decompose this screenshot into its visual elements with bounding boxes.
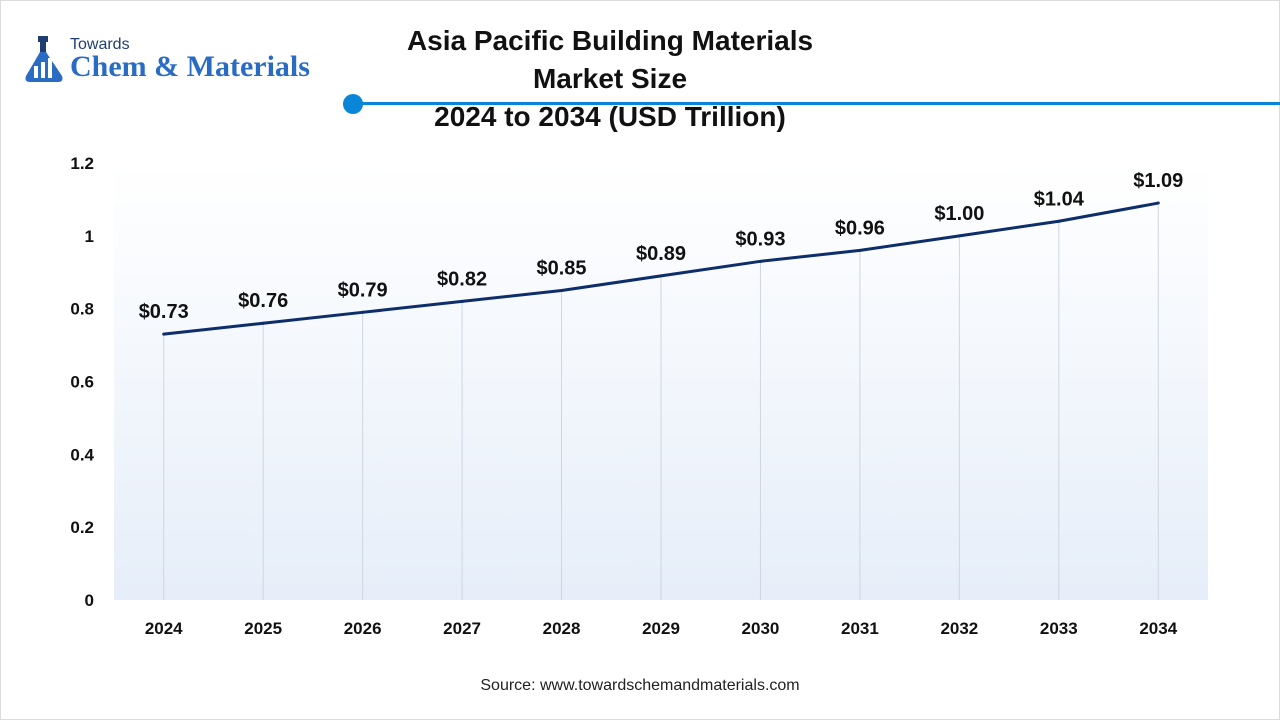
x-tick-label: 2029 (642, 619, 680, 638)
y-tick-label: 1 (85, 227, 94, 246)
data-point (560, 288, 564, 292)
logo-big-text: Chem & Materials (70, 50, 310, 83)
chart-title-line2: 2024 to 2034 (USD Trillion) (434, 101, 786, 132)
y-tick-label: 0.6 (70, 373, 94, 392)
y-tick-label: 1.2 (70, 154, 94, 173)
flask-icon (25, 36, 63, 82)
data-label: $0.93 (735, 228, 785, 250)
x-tick-label: 2032 (940, 619, 978, 638)
x-tick-label: 2031 (841, 619, 879, 638)
data-label: $1.04 (1034, 188, 1085, 210)
x-tick-label: 2026 (344, 619, 382, 638)
data-point (957, 234, 961, 238)
y-tick-label: 0.8 (70, 300, 94, 319)
x-tick-label: 2028 (543, 619, 581, 638)
data-point (460, 299, 464, 303)
x-tick-label: 2033 (1040, 619, 1078, 638)
data-point (162, 332, 166, 336)
data-label: $1.00 (934, 203, 984, 225)
y-tick-label: 0 (85, 591, 94, 610)
x-tick-label: 2024 (145, 619, 183, 638)
data-label: $1.09 (1133, 170, 1183, 192)
data-label: $0.76 (238, 290, 288, 312)
data-point (1156, 201, 1160, 205)
source-note: Source: www.towardschemandmaterials.com (480, 677, 800, 694)
header-rule-line (353, 102, 1280, 105)
x-tick-label: 2025 (244, 619, 282, 638)
data-label: $0.73 (139, 301, 189, 323)
y-tick-label: 0.4 (70, 445, 94, 464)
data-point (1057, 219, 1061, 223)
data-label: $0.85 (537, 257, 587, 279)
logo-small-text: Towards (70, 36, 130, 53)
data-point (659, 274, 663, 278)
brand-logo: Towards Chem & Materials (22, 34, 342, 88)
x-tick-label: 2027 (443, 619, 481, 638)
chart-title-line1: Asia Pacific Building Materials Market S… (406, 25, 814, 94)
data-point (361, 310, 365, 314)
data-label: $0.89 (636, 243, 686, 265)
x-tick-label: 2030 (742, 619, 780, 638)
data-label: $0.96 (835, 217, 885, 239)
data-point (261, 321, 265, 325)
data-point (858, 248, 862, 252)
data-point (758, 259, 762, 263)
data-label: $0.82 (437, 268, 487, 290)
data-label: $0.79 (338, 279, 388, 301)
chart-title: Asia Pacific Building Materials Market S… (380, 22, 840, 136)
x-tick-label: 2034 (1139, 619, 1177, 638)
y-tick-label: 0.2 (70, 518, 94, 537)
